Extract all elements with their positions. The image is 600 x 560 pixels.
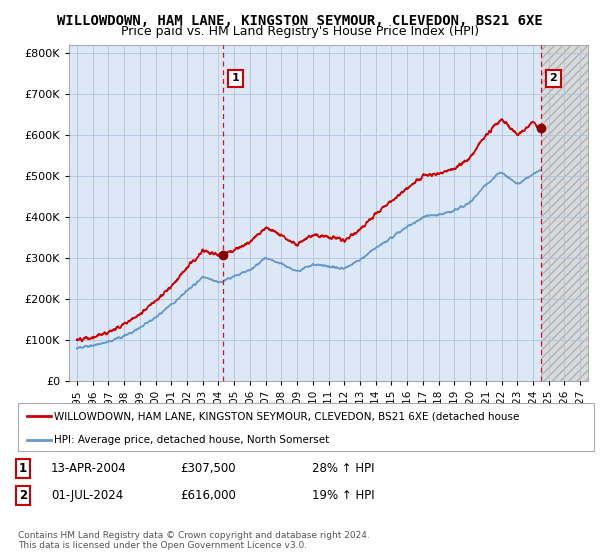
Text: HPI: Average price, detached house, North Somerset: HPI: Average price, detached house, Nort… [54,435,329,445]
Text: 13-APR-2004: 13-APR-2004 [51,462,127,475]
Text: 2: 2 [19,489,27,502]
Text: WILLOWDOWN, HAM LANE, KINGSTON SEYMOUR, CLEVEDON, BS21 6XE (detached house: WILLOWDOWN, HAM LANE, KINGSTON SEYMOUR, … [54,411,520,421]
Text: 1: 1 [19,462,27,475]
Text: £307,500: £307,500 [180,462,236,475]
Text: 2: 2 [550,73,557,83]
Text: Contains HM Land Registry data © Crown copyright and database right 2024.
This d: Contains HM Land Registry data © Crown c… [18,531,370,550]
Bar [541,45,588,381]
Text: £616,000: £616,000 [180,489,236,502]
Text: 1: 1 [232,73,239,83]
Text: 28% ↑ HPI: 28% ↑ HPI [312,462,374,475]
Text: WILLOWDOWN, HAM LANE, KINGSTON SEYMOUR, CLEVEDON, BS21 6XE: WILLOWDOWN, HAM LANE, KINGSTON SEYMOUR, … [57,14,543,28]
Text: 01-JUL-2024: 01-JUL-2024 [51,489,123,502]
Text: 19% ↑ HPI: 19% ↑ HPI [312,489,374,502]
Text: Price paid vs. HM Land Registry's House Price Index (HPI): Price paid vs. HM Land Registry's House … [121,25,479,38]
